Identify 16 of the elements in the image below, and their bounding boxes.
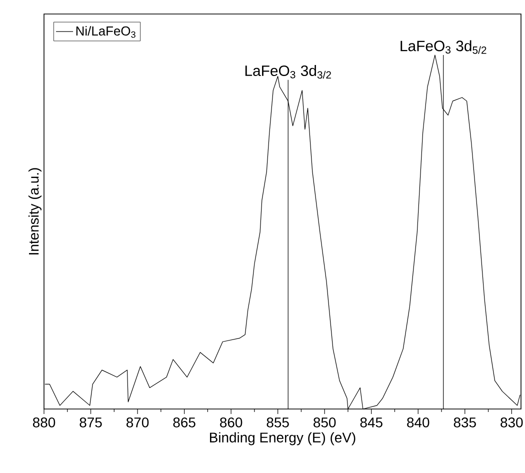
x-tick-label: 870 (126, 417, 149, 428)
x-tick-label: 875 (80, 417, 102, 428)
x-tick-label: 855 (266, 417, 289, 428)
x-axis-title: Binding Energy (E) (eV) (210, 432, 356, 446)
ref-line-label: LaFeO$_{3}$ 3d$_{5/2}$ (400, 40, 486, 54)
legend-label: Ni/LaFeO$_{3}$ (76, 26, 136, 38)
x-tick-label: 865 (173, 417, 196, 428)
x-tick-label: 845 (360, 417, 382, 428)
y-axis-title: Intensity (a.u.) (28, 168, 42, 254)
x-tick-label: 840 (407, 417, 430, 428)
x-tick-label: 880 (32, 417, 56, 428)
x-tick-label: 860 (220, 417, 242, 428)
x-tick-label: 850 (314, 417, 336, 428)
x-tick-label: 835 (454, 417, 476, 428)
ref-line-label: LaFeO$_{3}$ 3d$_{3/2}$ (245, 65, 331, 79)
x-tick-label: 830 (500, 417, 523, 428)
